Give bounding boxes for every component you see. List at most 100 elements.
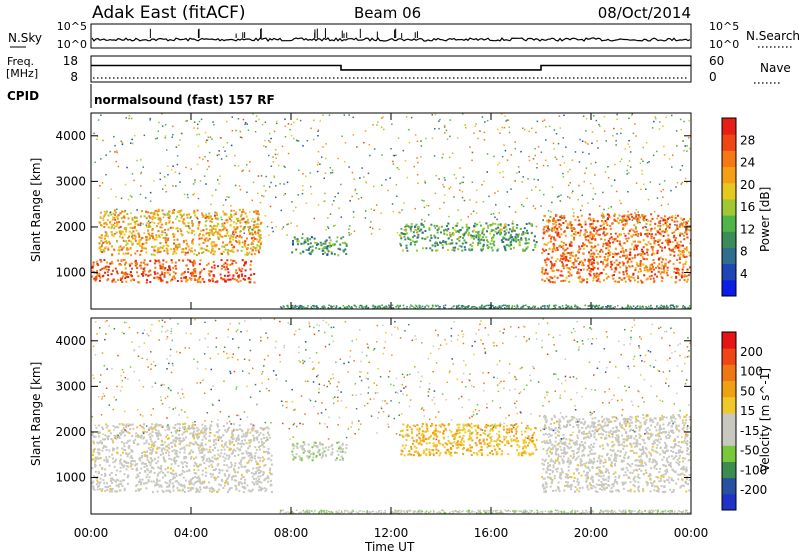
power-cell	[606, 277, 608, 280]
power-noise	[189, 217, 192, 219]
velocity-cell	[243, 456, 246, 459]
power-noise	[652, 154, 655, 157]
power-cell	[248, 230, 251, 233]
power-cell	[171, 261, 174, 264]
power-cell	[621, 261, 624, 264]
velocity-cell	[143, 430, 146, 433]
power-cell	[247, 226, 250, 229]
power-cell	[246, 237, 248, 240]
power-cell	[324, 242, 327, 245]
power-cell	[180, 232, 183, 235]
power-cell	[241, 259, 244, 262]
power-cell	[680, 250, 683, 253]
power-noise	[105, 154, 107, 156]
velocity-cell	[112, 441, 115, 444]
power-noise	[615, 190, 618, 193]
power-noise	[319, 163, 321, 165]
power-noise	[231, 130, 234, 132]
power-near-range	[516, 304, 518, 306]
power-cell	[564, 256, 567, 259]
power-cell	[231, 246, 234, 249]
power-cell	[618, 261, 621, 264]
power-cell	[230, 243, 233, 246]
power-cell	[325, 239, 328, 242]
power-noise	[317, 129, 320, 131]
power-cell	[617, 222, 620, 225]
power-cell	[549, 260, 552, 263]
power-cell	[191, 240, 194, 243]
power-noise	[114, 222, 116, 224]
power-near-range	[361, 304, 363, 307]
power-cell	[581, 261, 584, 264]
power-cell	[559, 219, 562, 221]
power-cell	[223, 234, 226, 237]
power-near-range	[645, 306, 648, 309]
power-noise	[159, 178, 161, 181]
power-cell	[649, 268, 652, 271]
power-cell	[662, 267, 665, 270]
power-cell	[678, 256, 681, 259]
power-cell	[637, 264, 640, 267]
power-noise	[293, 137, 295, 140]
power-cell	[229, 278, 232, 281]
power-cell	[556, 249, 559, 251]
power-cell	[240, 213, 243, 216]
power-cell	[192, 230, 195, 233]
power-cell	[176, 243, 179, 246]
velocity-cell	[197, 428, 200, 431]
power-cell	[563, 242, 565, 244]
power-near-range	[638, 307, 641, 309]
power-noise	[459, 182, 461, 185]
power-cell	[339, 243, 342, 246]
power-noise	[263, 145, 265, 147]
power-cell	[636, 217, 639, 220]
power-cell	[232, 238, 235, 241]
power-cell	[485, 222, 488, 225]
power-cell	[315, 241, 318, 244]
velocity-cell	[135, 484, 138, 487]
power-cell	[400, 227, 403, 230]
power-cell	[260, 241, 263, 244]
power-cell	[591, 258, 594, 260]
power-cell	[413, 241, 416, 243]
power-cell	[492, 242, 495, 245]
power-noise	[114, 214, 116, 216]
power-noise	[536, 163, 538, 165]
velocity-cell	[176, 486, 179, 489]
power-noise	[660, 204, 663, 207]
power-noise	[164, 176, 166, 178]
velocity-cell	[199, 486, 202, 489]
power-noise	[325, 143, 327, 145]
power-cell	[205, 237, 208, 240]
power-cell	[210, 227, 213, 230]
noise-right-tick-high: 10^5	[709, 20, 739, 33]
velocity-cell	[91, 467, 94, 470]
power-cell	[153, 246, 155, 249]
power-noise	[403, 229, 406, 231]
power-near-range	[520, 307, 522, 309]
power-noise	[473, 132, 475, 134]
power-cell	[632, 234, 635, 236]
power-cell	[629, 279, 632, 282]
power-cell	[524, 242, 527, 245]
power-cell	[685, 227, 688, 230]
power-near-range	[640, 306, 643, 308]
power-cell	[142, 274, 145, 277]
power-cell	[478, 236, 481, 239]
power-cell	[172, 226, 174, 229]
power-noise	[649, 181, 652, 183]
velocity-cell	[120, 458, 122, 461]
power-noise	[631, 219, 634, 221]
power-near-range	[342, 305, 345, 307]
power-cell	[111, 279, 114, 282]
power-cell	[345, 244, 348, 247]
power-cell	[660, 261, 663, 264]
power-cell	[584, 220, 587, 223]
power-cell	[471, 248, 474, 251]
velocity-cell	[197, 475, 200, 478]
power-noise	[234, 164, 236, 167]
power-cell	[479, 224, 482, 227]
power-noise	[231, 233, 234, 235]
power-cell	[127, 252, 130, 255]
power-cell	[409, 243, 412, 246]
